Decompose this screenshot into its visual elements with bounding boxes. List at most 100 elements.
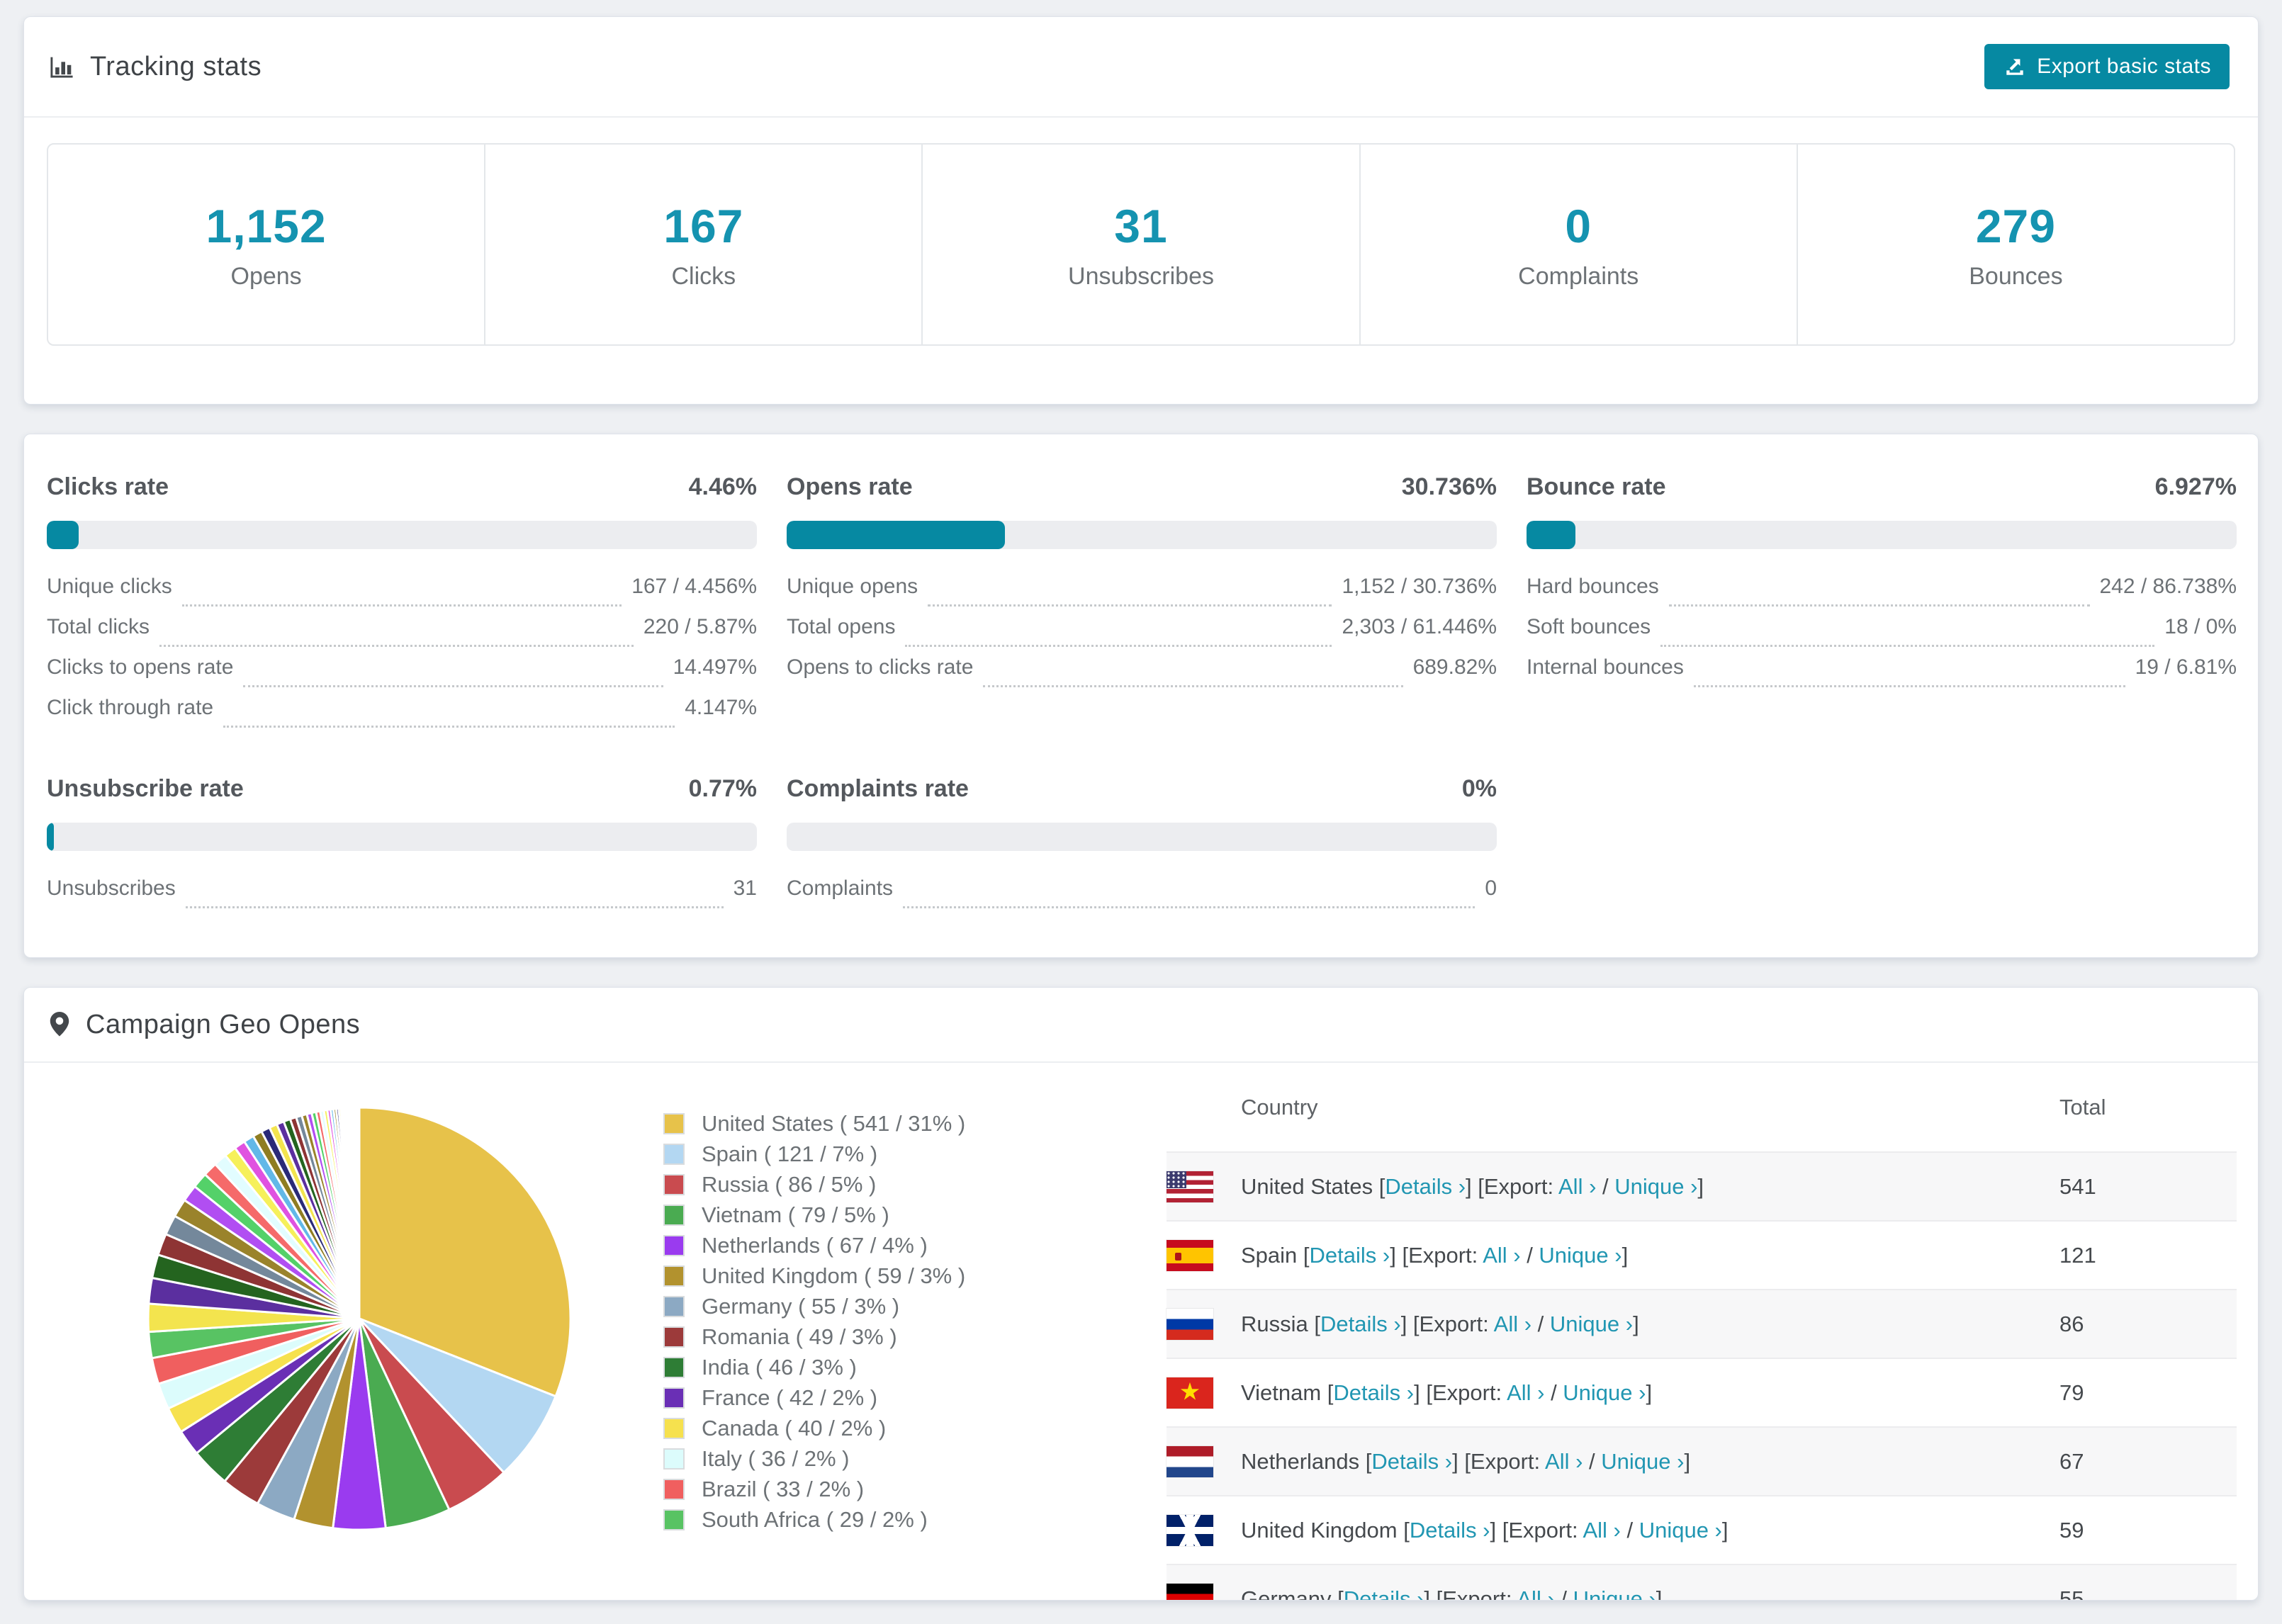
stat-cell-complaints: 0 Complaints (1359, 145, 1797, 344)
progress-bar-fill (1527, 521, 1576, 549)
rate-detail-label: Clicks to opens rate (47, 655, 234, 679)
export-unique-link[interactable]: Unique › (1563, 1380, 1646, 1405)
rate-header: Opens rate 30.736% (787, 473, 1497, 501)
legend-label: Brazil ( 33 / 2% ) (702, 1476, 865, 1501)
table-row-spain: Spain [Details ›] [Export: All › / Uniqu… (1167, 1220, 2237, 1289)
details-link[interactable]: Details › (1409, 1517, 1490, 1543)
legend-item-romania: Romania ( 49 / 3% ) (663, 1321, 965, 1352)
rate-block-clicks-rate: Clicks rate 4.46% Unique clicks 167 / 4.… (47, 473, 757, 736)
table-row-vietnam: Vietnam [Details ›] [Export: All › / Uni… (1167, 1358, 2237, 1426)
legend-item-south-africa: South Africa ( 29 / 2% ) (663, 1504, 965, 1535)
stat-cell-clicks: 167 Clicks (484, 145, 921, 344)
rate-block-opens-rate: Opens rate 30.736% Unique opens 1,152 / … (787, 473, 1497, 736)
stat-cell-bounces: 279 Bounces (1796, 145, 2234, 344)
export-all-link[interactable]: All › (1558, 1173, 1597, 1199)
rates-grid: Clicks rate 4.46% Unique clicks 167 / 4.… (47, 473, 2237, 917)
rate-value: 4.46% (688, 473, 757, 500)
details-link[interactable]: Details › (1333, 1380, 1415, 1405)
details-link[interactable]: Details › (1309, 1242, 1390, 1268)
export-all-link[interactable]: All › (1517, 1586, 1555, 1601)
rate-detail-row: Hard bounces 242 / 86.738% (1527, 575, 2237, 615)
legend-item-india: India ( 46 / 3% ) (663, 1352, 965, 1382)
dotted-leader (1668, 604, 2090, 607)
export-basic-stats-button[interactable]: Export basic stats (1984, 44, 2230, 89)
rate-header: Unsubscribe rate 0.77% (47, 775, 757, 803)
bar-chart-icon (50, 57, 73, 78)
dotted-leader (223, 726, 675, 728)
legend-item-canada: Canada ( 40 / 2% ) (663, 1413, 965, 1443)
rate-value: 0.77% (688, 775, 757, 802)
legend-item-russia: Russia ( 86 / 5% ) (663, 1169, 965, 1200)
legend-label: France ( 42 / 2% ) (702, 1385, 878, 1410)
dotted-leader (903, 906, 1476, 908)
details-link[interactable]: Details › (1385, 1173, 1466, 1199)
rate-detail-label: Unsubscribes (47, 876, 176, 900)
legend-item-brazil: Brazil ( 33 / 2% ) (663, 1474, 965, 1504)
legend-swatch-icon (663, 1112, 685, 1134)
rate-detail-value: 2,303 / 61.446% (1342, 615, 1497, 638)
export-unique-link[interactable]: Unique › (1614, 1173, 1698, 1199)
details-link[interactable]: Details › (1320, 1311, 1401, 1336)
rate-detail-row: Soft bounces 18 / 0% (1527, 615, 2237, 655)
tracking-stats-title: Tracking stats (47, 52, 262, 82)
export-all-link[interactable]: All › (1583, 1517, 1621, 1543)
rate-block-complaints-rate: Complaints rate 0% Complaints 0 (787, 775, 1497, 917)
rates-card: Clicks rate 4.46% Unique clicks 167 / 4.… (23, 434, 2259, 958)
legend-swatch-icon (663, 1448, 685, 1470)
dotted-leader (185, 906, 724, 908)
legend-item-france: France ( 42 / 2% ) (663, 1382, 965, 1413)
nl-flag-icon (1167, 1445, 1213, 1477)
legend-swatch-icon (663, 1234, 685, 1256)
legend-swatch-icon (663, 1356, 685, 1378)
country-cell: Russia [Details ›] [Export: All › / Uniq… (1241, 1311, 1639, 1336)
export-all-link[interactable]: All › (1493, 1311, 1532, 1336)
country-cell: Germany [Details ›] [Export: All › / Uni… (1241, 1586, 1662, 1601)
dotted-leader (181, 604, 622, 607)
table-row-united-kingdom: United Kingdom [Details ›] [Export: All … (1167, 1495, 2237, 1564)
export-unique-link[interactable]: Unique › (1549, 1311, 1634, 1336)
rate-detail-value: 18 / 0% (2164, 615, 2237, 638)
details-link[interactable]: Details › (1343, 1586, 1424, 1601)
stat-label: Bounces (1969, 262, 2063, 290)
rate-detail-value: 0 (1485, 876, 1497, 900)
rate-detail-row: Unsubscribes 31 (47, 876, 757, 917)
total-cell: 55 (2059, 1586, 2084, 1601)
rate-detail-value: 689.82% (1412, 655, 1497, 679)
export-unique-link[interactable]: Unique › (1573, 1586, 1656, 1601)
rate-detail-value: 14.497% (673, 655, 757, 679)
legend-swatch-icon (663, 1387, 685, 1409)
dotted-leader (243, 685, 663, 687)
table-row-germany: Germany [Details ›] [Export: All › / Uni… (1167, 1564, 2237, 1601)
rate-detail-value: 242 / 86.738% (2099, 575, 2237, 598)
rate-title: Bounce rate (1527, 473, 1666, 500)
country-cell: Spain [Details ›] [Export: All › / Uniqu… (1241, 1242, 1629, 1268)
table-row-united-states: United States [Details ›] [Export: All ›… (1167, 1151, 2237, 1220)
vn-flag-icon (1167, 1377, 1213, 1409)
country-cell: Vietnam [Details ›] [Export: All › / Uni… (1241, 1380, 1653, 1405)
legend-item-united-states: United States ( 541 / 31% ) (663, 1108, 965, 1139)
details-link[interactable]: Details › (1371, 1448, 1453, 1474)
total-cell: 79 (2059, 1380, 2084, 1405)
export-all-link[interactable]: All › (1507, 1380, 1545, 1405)
total-column-header: Total (2059, 1094, 2106, 1120)
rate-title: Clicks rate (47, 473, 169, 500)
progress-bar-track (787, 823, 1497, 851)
legend-label: South Africa ( 29 / 2% ) (702, 1506, 928, 1532)
export-all-link[interactable]: All › (1483, 1242, 1521, 1268)
dotted-leader (983, 685, 1403, 687)
rate-detail-value: 220 / 5.87% (643, 615, 757, 638)
export-unique-link[interactable]: Unique › (1539, 1242, 1622, 1268)
geo-title-text: Campaign Geo Opens (86, 1009, 361, 1039)
map-pin-icon (50, 1012, 69, 1037)
progress-bar-track (47, 823, 757, 851)
rate-detail-value: 167 / 4.456% (631, 575, 757, 598)
total-cell: 541 (2059, 1173, 2096, 1199)
legend-swatch-icon (663, 1204, 685, 1226)
total-cell: 86 (2059, 1311, 2084, 1336)
rate-detail-row: Total clicks 220 / 5.87% (47, 615, 757, 655)
rate-detail-value: 31 (733, 876, 757, 900)
export-unique-link[interactable]: Unique › (1601, 1448, 1685, 1474)
export-unique-link[interactable]: Unique › (1639, 1517, 1722, 1543)
export-all-link[interactable]: All › (1545, 1448, 1583, 1474)
legend-item-united-kingdom: United Kingdom ( 59 / 3% ) (663, 1261, 965, 1291)
